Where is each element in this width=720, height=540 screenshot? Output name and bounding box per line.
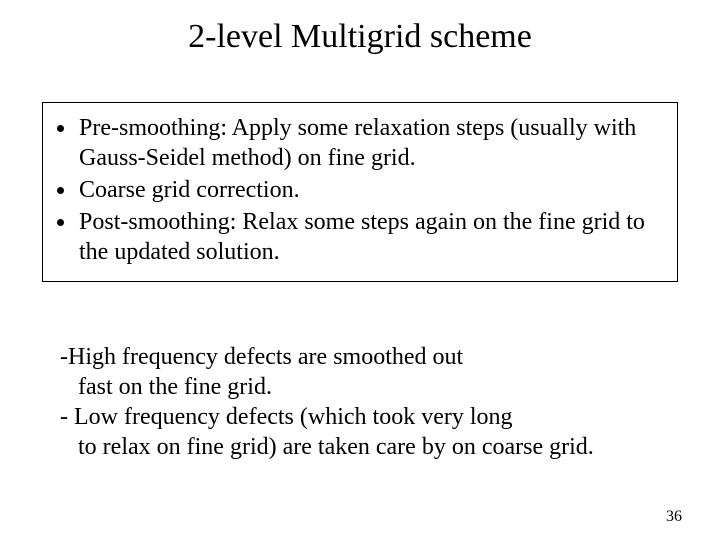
notes-block: -High frequency defects are smoothed out…: [60, 342, 680, 462]
note-line: -High frequency defects are smoothed out: [60, 342, 680, 372]
note-line: - Low frequency defects (which took very…: [60, 402, 680, 432]
bullet-list: Pre-smoothing: Apply some relaxation ste…: [49, 113, 671, 267]
list-item: Post-smoothing: Relax some steps again o…: [77, 207, 671, 267]
list-item: Coarse grid correction.: [77, 175, 671, 205]
list-item: Pre-smoothing: Apply some relaxation ste…: [77, 113, 671, 173]
boxed-bullets: Pre-smoothing: Apply some relaxation ste…: [42, 102, 678, 282]
page-number: 36: [666, 508, 682, 526]
slide-title: 2-level Multigrid scheme: [0, 18, 720, 56]
note-line: fast on the fine grid.: [60, 372, 680, 402]
slide: 2-level Multigrid scheme Pre-smoothing: …: [0, 0, 720, 540]
note-line: to relax on fine grid) are taken care by…: [60, 432, 680, 462]
